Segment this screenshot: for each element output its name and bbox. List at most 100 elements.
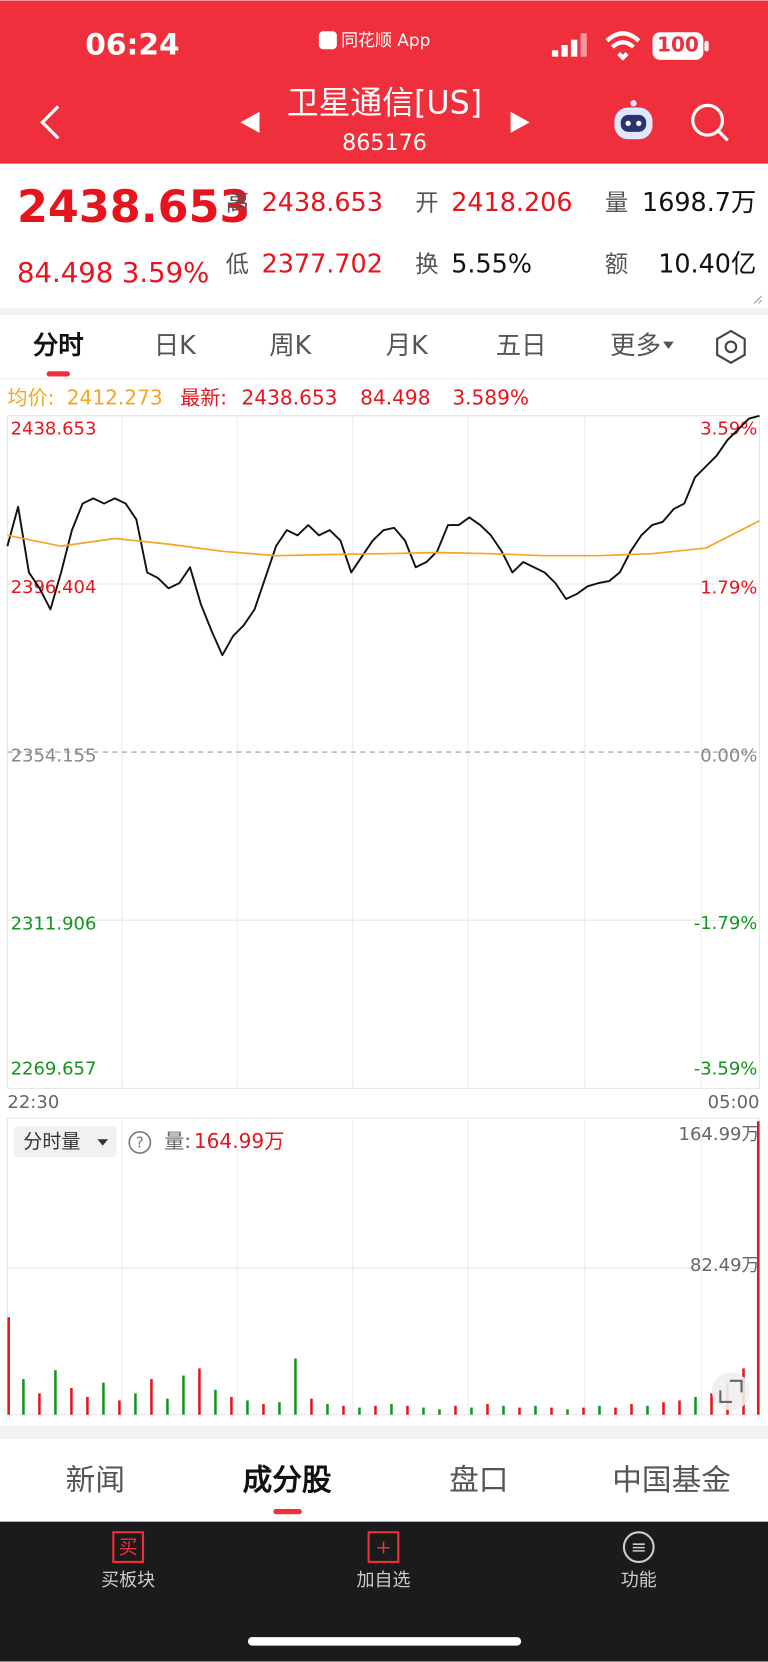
- toolbar-label: 加自选: [356, 1570, 410, 1591]
- back-button[interactable]: [40, 105, 60, 140]
- bottom-tab[interactable]: 中国基金: [612, 1462, 731, 1497]
- tab[interactable]: 更多: [610, 330, 661, 360]
- volume-bar: [756, 1121, 760, 1415]
- volume-bar: [198, 1368, 201, 1415]
- volume-bar: [678, 1400, 681, 1415]
- last-price: 2438.653: [17, 182, 251, 233]
- divider: [0, 1425, 768, 1440]
- y2-tick-label: -3.59%: [694, 1058, 758, 1079]
- battery-level: 100: [657, 33, 699, 57]
- y2-tick-label: 0.00%: [700, 745, 757, 766]
- stock-code: 865176: [342, 130, 427, 156]
- search-button[interactable]: [691, 103, 729, 142]
- volume-bar: [534, 1405, 537, 1415]
- volume-bar: [598, 1405, 601, 1415]
- clock: 06:24: [85, 27, 179, 62]
- latest-value: 2438.653: [242, 385, 338, 409]
- field-value: 2377.702: [262, 248, 383, 278]
- volume-bar: [470, 1407, 473, 1415]
- toolbar-button[interactable]: + 加自选: [356, 1531, 410, 1591]
- volume-bar: [310, 1398, 313, 1415]
- divider: [0, 307, 768, 316]
- volume-bar: [630, 1404, 633, 1415]
- tab[interactable]: 日K: [154, 330, 197, 360]
- toolbar-icon-frame: [622, 1531, 655, 1563]
- volume-bar: [38, 1393, 41, 1415]
- volume-selector-label: 分时量: [23, 1131, 80, 1153]
- volume-bar: [150, 1379, 153, 1415]
- field-label: 额: [605, 251, 628, 278]
- tab[interactable]: 五日: [496, 330, 547, 360]
- app-icon: [318, 31, 337, 50]
- dropdown-arrow: [97, 1139, 109, 1146]
- volume-bar: [566, 1409, 569, 1415]
- volume-value: 164.99万: [194, 1129, 284, 1153]
- corner-mark: [753, 295, 763, 304]
- battery-tip: [704, 40, 709, 52]
- tab[interactable]: 分时: [33, 330, 84, 360]
- more-arrow: [663, 341, 674, 350]
- volume-bar: [486, 1404, 489, 1415]
- volume-bar: [54, 1370, 57, 1415]
- v-grid: [121, 415, 702, 1415]
- latest-change-pct: 3.589%: [452, 385, 529, 409]
- volume-bar: [406, 1405, 409, 1415]
- volume-bar: [134, 1393, 137, 1415]
- toolbar-icon: ≡: [631, 1537, 647, 1559]
- volume-bar: [22, 1379, 25, 1415]
- volume-bar: [694, 1396, 697, 1415]
- price-line: [6, 414, 760, 657]
- volume-bar: [454, 1405, 457, 1415]
- field-value: 5.55%: [451, 248, 532, 278]
- volume-bar: [438, 1409, 441, 1415]
- volume-bar: [662, 1402, 665, 1415]
- latest-label: 最新:: [180, 385, 227, 409]
- volume-bar: [86, 1396, 89, 1415]
- price-change-pct: 3.59%: [122, 257, 209, 289]
- price-change: 84.498: [17, 257, 113, 289]
- volume-bar: [166, 1398, 169, 1415]
- bottom-tab[interactable]: 新闻: [66, 1462, 125, 1497]
- settings-button[interactable]: [716, 329, 746, 365]
- signal: [551, 33, 587, 57]
- volume-bar: [294, 1358, 297, 1415]
- field-value: 10.40亿: [658, 248, 756, 278]
- next-stock[interactable]: [510, 111, 530, 133]
- volume-bar: [710, 1393, 713, 1415]
- tab[interactable]: 周K: [269, 330, 312, 360]
- toolbar-icon-frame: [367, 1531, 400, 1563]
- volume-bar: [582, 1407, 585, 1415]
- volume-bar: [326, 1404, 329, 1415]
- field-value: 2438.653: [262, 187, 383, 217]
- bottom-tab[interactable]: 盘口: [449, 1462, 508, 1497]
- bottom-tab[interactable]: 成分股: [243, 1462, 332, 1497]
- avg-value: 2412.273: [67, 385, 163, 409]
- y-tick-label: 2311.906: [11, 913, 97, 934]
- volume-bar: [102, 1382, 105, 1415]
- volume-bar: [70, 1388, 73, 1415]
- expand-button[interactable]: [711, 1372, 750, 1411]
- help-button[interactable]: [128, 1131, 152, 1154]
- volume-selector[interactable]: [13, 1126, 117, 1158]
- avg-label: 均价:: [7, 385, 54, 409]
- volume-bar: [182, 1375, 185, 1415]
- prev-stock[interactable]: [240, 111, 260, 133]
- avg-line: [7, 519, 760, 557]
- volume-bar: [518, 1407, 521, 1415]
- latest-change: 84.498: [360, 385, 430, 409]
- settings-dot: [724, 340, 738, 354]
- tab[interactable]: 月K: [386, 330, 429, 360]
- assistant-icon[interactable]: [614, 100, 653, 140]
- volume-bar: [278, 1402, 281, 1415]
- volume-bar: [374, 1405, 377, 1415]
- field-label: 量: [605, 189, 628, 216]
- toolbar-button[interactable]: ≡ 功能: [621, 1531, 657, 1591]
- time-end: 05:00: [708, 1092, 760, 1113]
- volume-bar: [502, 1405, 505, 1415]
- y-tick-label: 2438.653: [11, 419, 97, 440]
- toolbar-icon: 买: [119, 1537, 138, 1559]
- field-value: 2418.206: [451, 187, 572, 217]
